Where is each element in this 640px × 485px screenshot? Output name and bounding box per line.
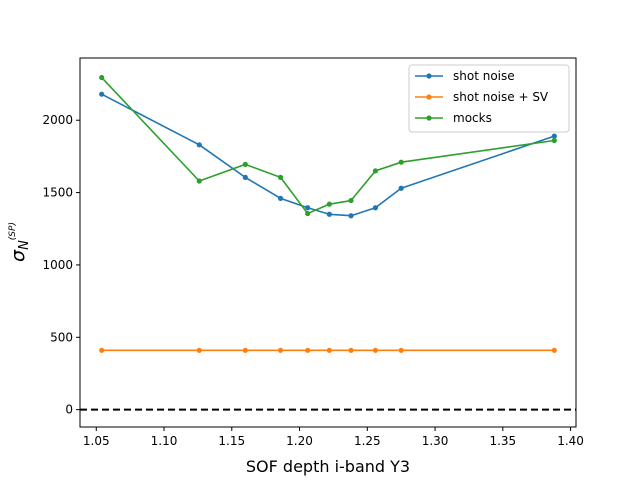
data-point: [277, 174, 284, 180]
legend-box: [408, 64, 570, 133]
data-point: [551, 137, 557, 144]
x-tick-label: 1.25: [354, 434, 381, 448]
x-tick-label: 1.40: [557, 434, 584, 448]
x-axis: 1.05 1.10 1.15 1.20 1.25 1.30 1.35 1.40: [83, 427, 584, 448]
series-1: [99, 347, 557, 353]
data-point: [99, 74, 105, 81]
data-point: [305, 205, 311, 211]
data-point: [242, 174, 248, 180]
x-tick-label: 1.10: [151, 434, 178, 448]
x-tick-label: 1.30: [422, 434, 449, 448]
data-point: [372, 168, 379, 174]
legend-marker: [426, 73, 432, 79]
data-point: [398, 159, 404, 165]
y-tick-label: 0: [65, 403, 73, 417]
y-axis-title: σN(SP): [7, 222, 32, 262]
data-point: [551, 347, 557, 353]
legend-label: shot noise + SV: [453, 90, 549, 104]
x-tick-label: 1.35: [489, 434, 516, 448]
data-point: [348, 213, 354, 219]
data-point: [551, 133, 557, 139]
data-point: [372, 205, 379, 211]
legend-label: mocks: [453, 111, 492, 125]
data-point: [398, 185, 404, 191]
data-point: [99, 347, 105, 353]
y-tick-label: 1500: [42, 186, 73, 200]
x-tick-label: 1.20: [286, 434, 313, 448]
series-2: [99, 74, 557, 217]
data-point: [398, 347, 404, 353]
data-point: [277, 195, 284, 201]
data-point: [196, 178, 202, 184]
series-0: [99, 91, 557, 219]
data-point: [242, 161, 248, 167]
legend: shot noise shot noise + SV mocks: [408, 64, 570, 133]
data-point: [99, 91, 105, 97]
data-point: [348, 347, 354, 353]
data-point: [242, 347, 248, 353]
series-line: [101, 76, 555, 215]
y-tick-label: 500: [50, 330, 73, 344]
y-axis-title-main: σ: [7, 249, 29, 262]
data-point: [348, 197, 354, 204]
legend-marker: [426, 115, 432, 121]
y-tick-label: 2000: [42, 113, 73, 127]
data-point: [277, 347, 284, 353]
x-tick-label: 1.15: [218, 434, 245, 448]
data-point: [305, 210, 311, 217]
data-point: [372, 347, 379, 353]
y-axis-title-sup: (SP): [8, 222, 18, 240]
legend-marker: [426, 94, 432, 100]
series-line: [101, 93, 555, 217]
data-point: [326, 211, 332, 217]
x-tick-label: 1.05: [83, 434, 110, 448]
y-tick-label: 1000: [42, 258, 73, 272]
y-axis: 0 500 1000 1500 2000: [42, 113, 80, 417]
data-point: [326, 347, 332, 353]
data-point: [196, 142, 202, 148]
data-point: [326, 201, 332, 207]
data-point: [196, 347, 202, 353]
data-point: [305, 347, 311, 353]
legend-label: shot noise: [453, 69, 515, 83]
plot-frame: [79, 57, 577, 428]
y-axis-title-sub: N: [17, 240, 32, 250]
x-axis-title: SOF depth i-band Y3: [246, 457, 410, 476]
